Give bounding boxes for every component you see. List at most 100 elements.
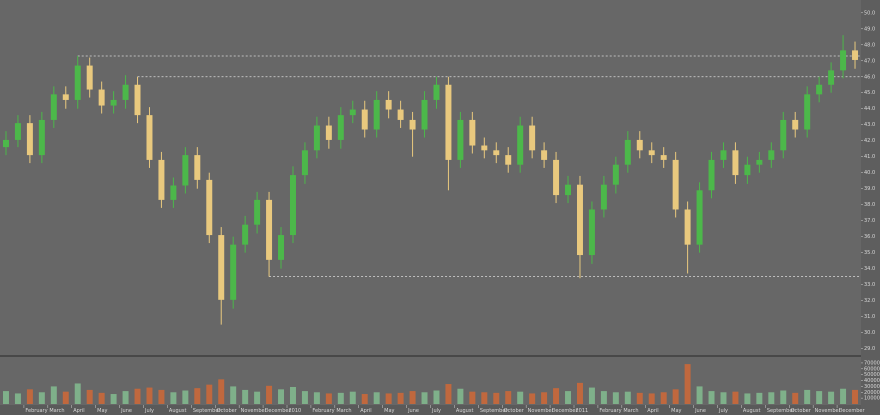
volume-tick-label: 10000: [864, 396, 880, 402]
volume-bar: [170, 392, 177, 404]
candle-body: [708, 159, 715, 191]
candle-body: [409, 119, 416, 130]
candle-body: [576, 184, 583, 256]
candle-body: [529, 125, 536, 151]
candle-body: [278, 235, 285, 260]
candle-body: [541, 150, 548, 160]
volume-tick-label: 20000: [864, 390, 880, 396]
volume-tick-label: 40000: [864, 378, 880, 384]
x-tick-label: June: [120, 408, 132, 414]
y-tick-label: 49.0: [864, 26, 875, 32]
y-tick-label: 30.0: [864, 330, 875, 336]
y-tick-label: 50.0: [864, 10, 875, 16]
x-tick-label: September: [767, 408, 796, 414]
volume-bar: [756, 392, 763, 404]
y-tick-label: 32.0: [864, 298, 875, 304]
volume-bar: [541, 392, 548, 404]
volume-bar: [636, 392, 643, 404]
candle-body: [373, 99, 380, 130]
volume-bar: [792, 392, 799, 404]
volume-bar: [74, 383, 81, 404]
x-tick-label: February: [599, 408, 621, 414]
candle-body: [828, 70, 835, 85]
candle-body: [600, 184, 607, 210]
y-tick-label: 41.0: [864, 154, 875, 160]
volume-bar: [38, 392, 45, 404]
candle-body: [852, 50, 859, 60]
x-tick-label: September: [193, 408, 222, 414]
candle-body: [624, 139, 631, 165]
x-tick-label: August: [743, 408, 761, 414]
x-tick-label: August: [169, 408, 187, 414]
volume-bar: [565, 391, 572, 404]
x-tick-label: April: [647, 408, 658, 414]
candle-body: [816, 84, 823, 95]
volume-bar: [122, 391, 129, 404]
candle-body: [242, 224, 249, 245]
candle-body: [146, 115, 153, 160]
volume-bar: [804, 389, 811, 404]
x-tick-label: October: [217, 408, 238, 414]
volume-bar: [588, 387, 595, 404]
x-tick-label: 2010: [289, 408, 302, 414]
volume-bar: [744, 393, 751, 404]
candle-body: [14, 123, 21, 140]
x-tick-label: December: [265, 408, 292, 414]
candle-body: [421, 99, 428, 130]
volume-tick-label: 30000: [864, 384, 880, 390]
volume-bar: [816, 391, 823, 404]
volume-bar: [206, 384, 213, 404]
volume-bar: [50, 386, 57, 404]
candle-body: [158, 159, 165, 200]
candle-body: [397, 109, 404, 120]
candle-body: [134, 84, 141, 116]
x-tick-label: March: [49, 408, 64, 414]
volume-bar: [361, 394, 368, 404]
y-tick-label: 36.0: [864, 234, 875, 240]
volume-bar: [445, 384, 452, 404]
x-tick-label: July: [431, 408, 441, 414]
volume-bar: [517, 391, 524, 404]
volume-bar: [218, 379, 225, 404]
x-tick-label: February: [312, 408, 334, 414]
volume-bar: [266, 385, 273, 404]
candle-body: [313, 125, 320, 151]
x-tick-label: February: [25, 408, 47, 414]
volume-bar: [98, 392, 105, 404]
volume-bar: [433, 390, 440, 404]
candle-body: [636, 139, 643, 151]
candle-body: [26, 123, 33, 156]
volume-tick-label: 70000: [864, 360, 880, 366]
candle-body: [840, 50, 847, 71]
volume-bar: [373, 392, 380, 404]
volume-bar: [14, 393, 21, 404]
volume-bar: [720, 392, 727, 404]
y-tick-label: 47.0: [864, 58, 875, 64]
volume-bar: [840, 388, 847, 404]
volume-bar: [2, 391, 9, 404]
candle-body: [696, 190, 703, 245]
x-tick-label: April: [73, 408, 84, 414]
volume-bar: [254, 391, 261, 404]
candle-body: [612, 164, 619, 185]
volume-bar: [469, 391, 476, 404]
volume-tick-label: 50000: [864, 372, 880, 378]
y-tick-label: 43.0: [864, 122, 875, 128]
x-tick-label: November: [241, 408, 268, 414]
x-tick-label: October: [504, 408, 525, 414]
candle-body: [768, 150, 775, 160]
candle-body: [110, 99, 117, 106]
volume-bar: [26, 389, 33, 404]
candle-body: [98, 89, 105, 106]
x-tick-label: December: [552, 408, 579, 414]
volume-bar: [182, 390, 189, 404]
y-tick-label: 39.0: [864, 186, 875, 192]
candle-body: [433, 84, 440, 100]
volume-bar: [576, 382, 583, 404]
candle-body: [493, 150, 500, 156]
candle-body: [86, 65, 93, 90]
candle-body: [553, 159, 560, 196]
x-tick-label: March: [623, 408, 638, 414]
